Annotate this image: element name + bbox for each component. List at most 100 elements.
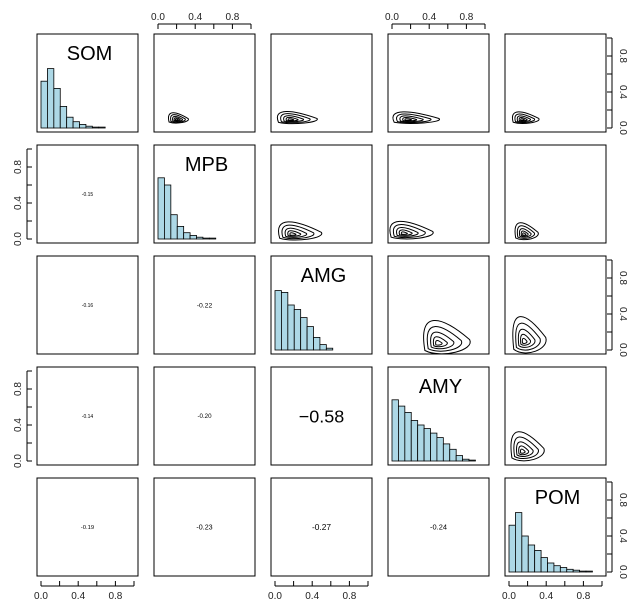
tick-label: 0.4 bbox=[539, 591, 553, 602]
density-contour bbox=[399, 115, 424, 123]
panel-frame bbox=[504, 144, 607, 244]
histogram-bar bbox=[572, 569, 580, 573]
axis-bottom: 0.0 0.4 0.8 bbox=[34, 581, 135, 602]
tick-label: 0.8 bbox=[13, 382, 24, 396]
density-contour bbox=[284, 227, 308, 238]
histogram-bar bbox=[404, 411, 412, 462]
density-contour bbox=[518, 445, 530, 456]
density-contour bbox=[287, 118, 295, 121]
histogram-bar bbox=[98, 126, 106, 129]
density-contour bbox=[285, 116, 299, 122]
panel-pom-som: -0.19 bbox=[36, 477, 139, 577]
tick-label: 0.8 bbox=[617, 493, 628, 507]
density-contour bbox=[519, 448, 526, 454]
axis-left: 0.0 0.4 0.8 bbox=[13, 370, 32, 468]
tick-label: 0.0 bbox=[268, 591, 282, 602]
panel-frame bbox=[387, 366, 490, 466]
variable-label-mpb: MPB bbox=[185, 154, 228, 176]
density-contour bbox=[402, 117, 418, 122]
panel-frame bbox=[504, 366, 607, 466]
panel-frame bbox=[387, 33, 490, 133]
axes-layer: 0.0 0.4 0.8 0.0 0.4 0.80.0 0.4 0.8 0.0 0.4 0.8 0.0 0… bbox=[13, 12, 628, 602]
density-contour bbox=[396, 227, 419, 237]
density-contour bbox=[513, 436, 539, 460]
correlation-label: -0.23 bbox=[196, 523, 212, 531]
tick-label: 0.4 bbox=[422, 12, 436, 23]
histogram-bar bbox=[196, 236, 204, 240]
density-contour bbox=[280, 113, 311, 124]
tick-label: 0.8 bbox=[225, 12, 239, 23]
histogram-bar bbox=[468, 459, 476, 462]
density-contour bbox=[283, 115, 304, 123]
density-contour bbox=[170, 114, 186, 123]
panel-frame bbox=[387, 255, 490, 355]
variable-label-amy: AMY bbox=[419, 376, 462, 398]
histogram-bar bbox=[410, 420, 419, 462]
tick-label: 0.8 bbox=[108, 591, 122, 602]
axis-right: 0.0 0.4 0.8 bbox=[607, 481, 628, 579]
tick-label: 0.8 bbox=[342, 591, 356, 602]
axis-right: 0.0 0.4 0.8 bbox=[607, 37, 628, 135]
tick-label: 0.0 bbox=[617, 121, 628, 135]
histogram-bar bbox=[202, 237, 210, 240]
correlation-label: -0.14 bbox=[82, 414, 94, 420]
histogram-bar bbox=[66, 116, 74, 129]
panel-som-som: SOM bbox=[36, 33, 139, 133]
histogram-bar bbox=[183, 232, 191, 240]
histogram-bar bbox=[72, 121, 80, 129]
density-contour bbox=[521, 337, 528, 344]
panel-frame bbox=[153, 477, 256, 577]
density-contour bbox=[522, 232, 527, 236]
panel-frame bbox=[270, 366, 373, 466]
histogram-bar bbox=[398, 405, 406, 462]
density-contour bbox=[518, 228, 532, 238]
panel-mpb-pom bbox=[504, 144, 607, 244]
tick-label: 0.0 bbox=[617, 343, 628, 357]
histogram-bar bbox=[208, 237, 217, 240]
tick-label: 0.8 bbox=[617, 49, 628, 63]
density-contour bbox=[515, 322, 541, 351]
histogram-bar bbox=[417, 424, 425, 462]
tick-label: 0.4 bbox=[617, 307, 628, 321]
tick-label: 0.8 bbox=[576, 591, 590, 602]
histogram-bar bbox=[313, 336, 321, 351]
histogram-bar bbox=[59, 106, 68, 129]
panel-frame bbox=[36, 366, 139, 466]
panels-layer: SOM -0.15 MPB -0.16 -0.22 AMG -0.14 -0.20 −0.58 A… bbox=[36, 33, 607, 577]
panel-mpb-mpb: MPB bbox=[153, 144, 256, 244]
panel-frame bbox=[270, 144, 373, 244]
histogram-bar bbox=[553, 565, 561, 573]
correlation-label: -0.16 bbox=[82, 303, 94, 309]
density-contour bbox=[435, 339, 443, 346]
histogram-bar bbox=[157, 177, 165, 240]
panel-amg-mpb: -0.22 bbox=[153, 255, 256, 355]
panel-pom-mpb: -0.23 bbox=[153, 477, 256, 577]
density-contour bbox=[289, 232, 297, 236]
tick-label: 0.0 bbox=[13, 454, 24, 468]
histogram-bar bbox=[53, 88, 61, 129]
panel-amy-som: -0.14 bbox=[36, 366, 139, 466]
histogram-bar bbox=[521, 535, 529, 573]
correlation-label: -0.27 bbox=[312, 522, 331, 532]
panel-amy-pom bbox=[504, 366, 607, 466]
panel-amg-pom bbox=[504, 255, 607, 355]
correlation-label: −0.58 bbox=[299, 406, 344, 426]
histogram-bar bbox=[391, 399, 399, 462]
variable-label-som: SOM bbox=[67, 43, 113, 65]
panel-frame bbox=[153, 144, 256, 244]
histogram-bar bbox=[274, 290, 282, 351]
histogram-bar bbox=[527, 544, 536, 573]
correlation-label: -0.24 bbox=[430, 523, 447, 532]
density-contour bbox=[515, 441, 534, 457]
panel-som-mpb bbox=[153, 33, 256, 133]
histogram-bar bbox=[287, 304, 295, 351]
density-contour bbox=[516, 115, 531, 123]
histogram-bar bbox=[547, 562, 555, 573]
panel-frame bbox=[36, 477, 139, 577]
histogram-bar bbox=[306, 326, 314, 351]
density-contour bbox=[514, 222, 539, 241]
panel-som-amg bbox=[270, 33, 373, 133]
density-contour bbox=[276, 110, 318, 125]
histogram-bar bbox=[566, 568, 574, 573]
axis-top: 0.0 0.4 0.8 bbox=[151, 12, 252, 29]
